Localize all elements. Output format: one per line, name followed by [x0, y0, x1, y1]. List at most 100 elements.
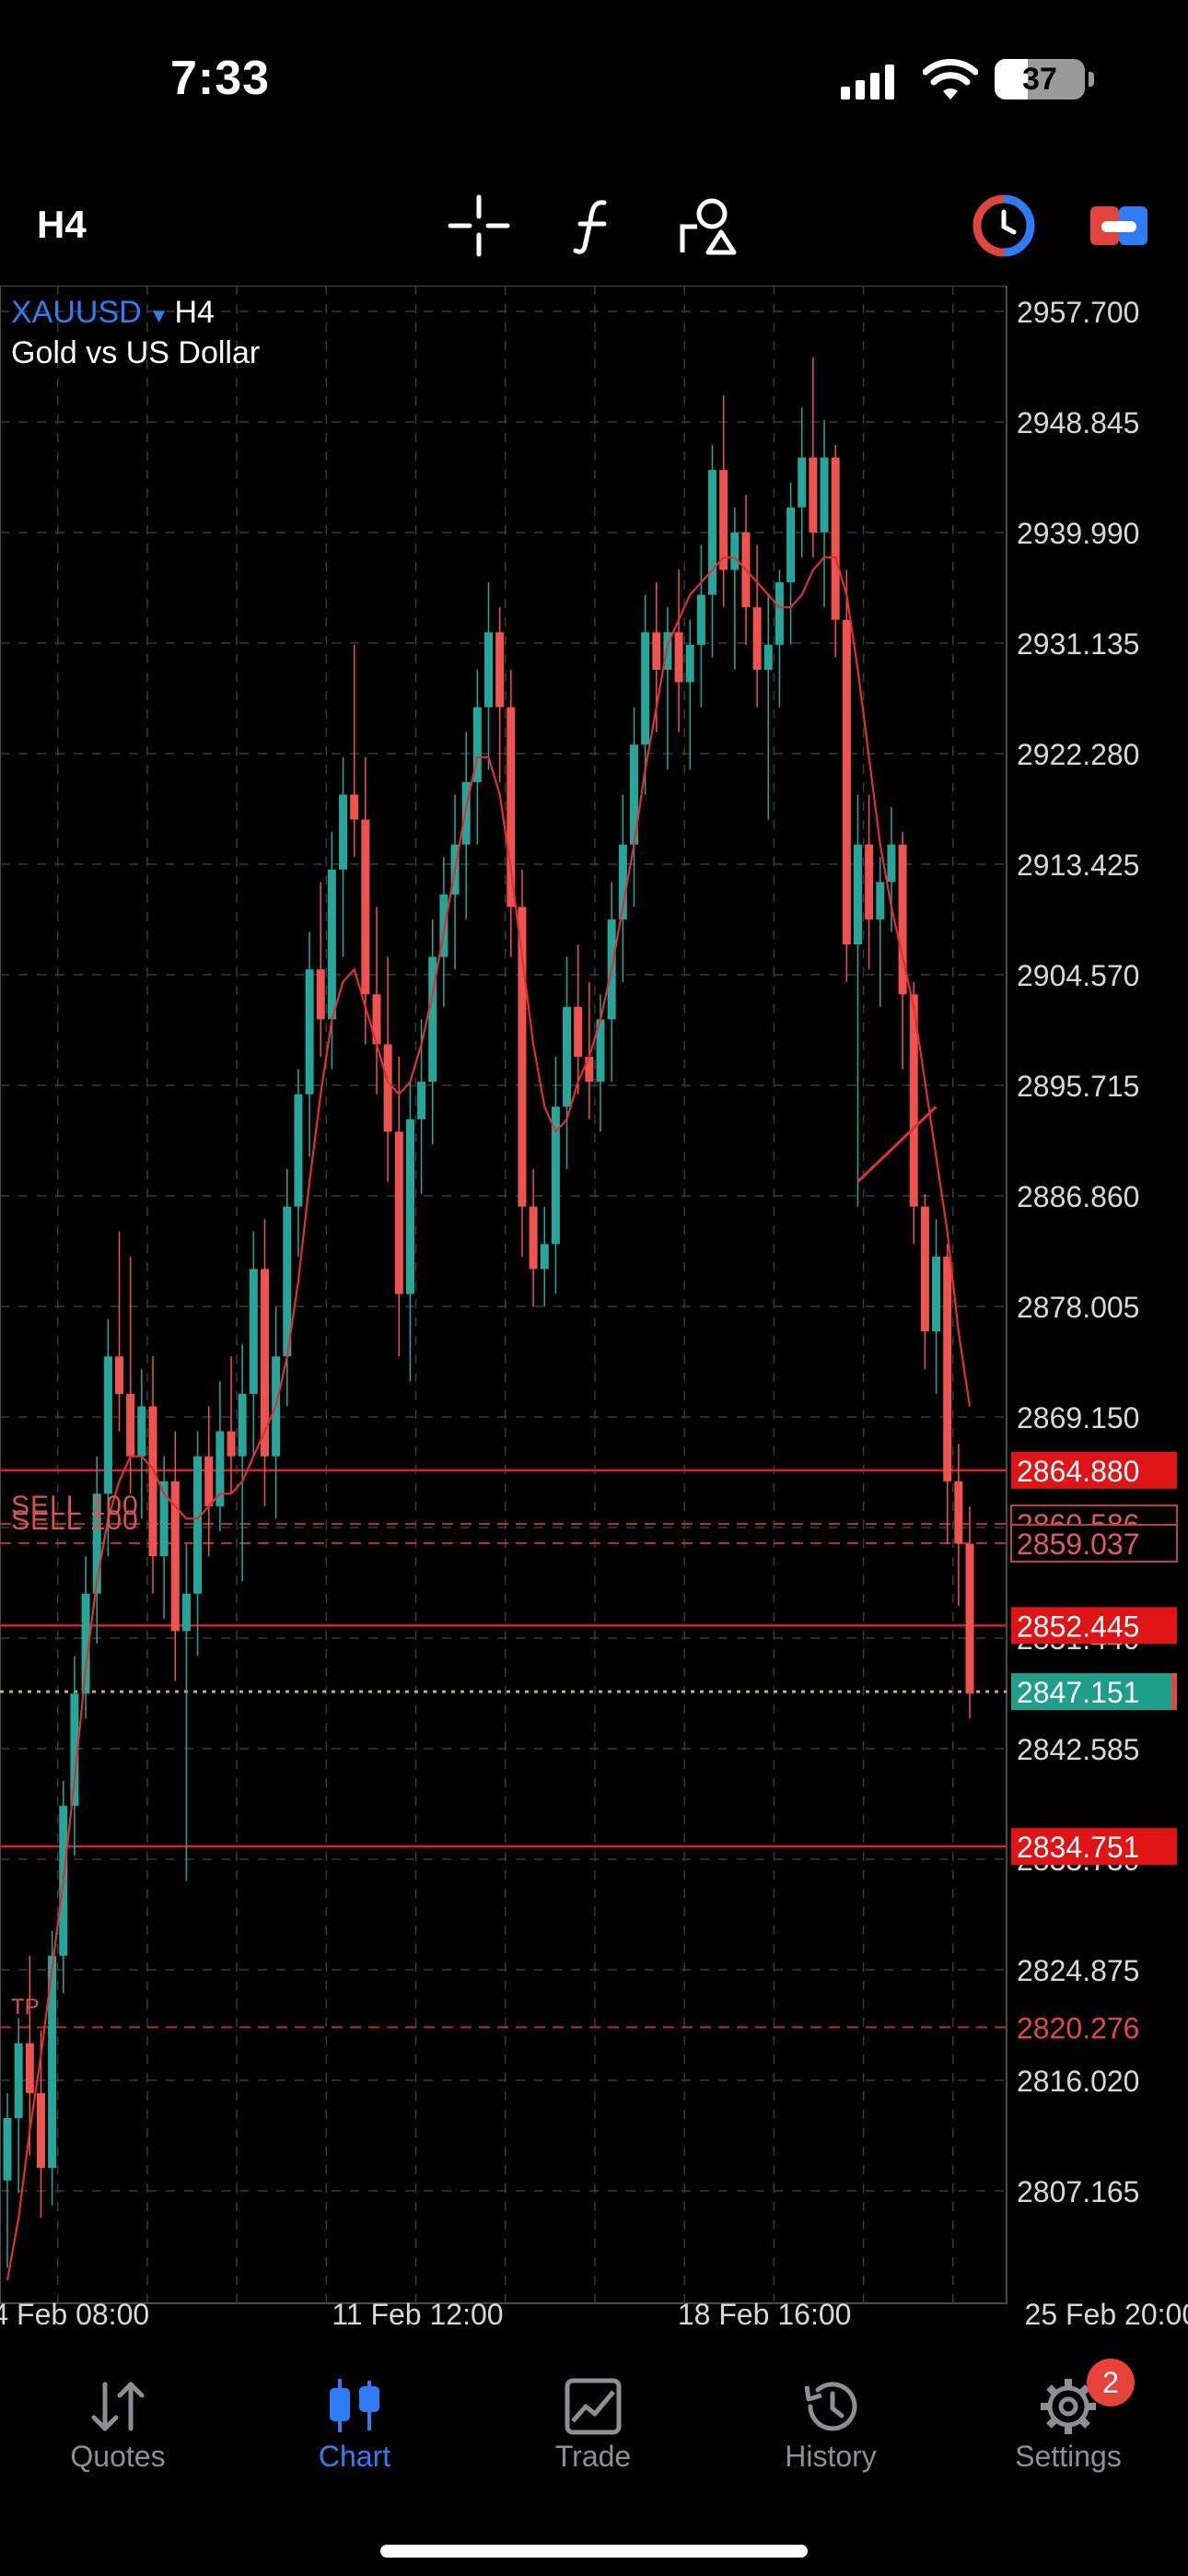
- candle-body[interactable]: [484, 632, 493, 708]
- price-tag-order[interactable]: [1011, 1828, 1177, 1866]
- candle-body[interactable]: [115, 1356, 124, 1394]
- tab-chart[interactable]: Chart: [262, 2359, 447, 2478]
- candle-body[interactable]: [25, 2043, 34, 2093]
- candle-body[interactable]: [495, 632, 505, 708]
- candle-body[interactable]: [954, 1481, 963, 1544]
- candle-body[interactable]: [3, 2117, 12, 2181]
- candle-body[interactable]: [92, 1493, 101, 1594]
- candle-body[interactable]: [853, 844, 862, 945]
- candle-body[interactable]: [70, 1693, 79, 1807]
- candle-body[interactable]: [405, 1118, 414, 1294]
- candle-body[interactable]: [350, 794, 359, 820]
- candle-body[interactable]: [103, 1356, 112, 1494]
- candle-body[interactable]: [439, 894, 448, 957]
- candle-body[interactable]: [641, 632, 650, 745]
- candle-body[interactable]: [809, 457, 818, 533]
- candle-body[interactable]: [629, 744, 638, 845]
- candle-body[interactable]: [327, 869, 336, 1020]
- candle-body[interactable]: [719, 470, 728, 570]
- candle-body[interactable]: [529, 1206, 538, 1270]
- tab-trade[interactable]: Trade: [501, 2359, 685, 2478]
- candle-body[interactable]: [518, 907, 527, 1207]
- candle-body[interactable]: [574, 1006, 583, 1058]
- candle-body[interactable]: [227, 1431, 236, 1457]
- candle-body[interactable]: [14, 2043, 23, 2118]
- candle-body[interactable]: [920, 1206, 929, 1332]
- candle-body[interactable]: [909, 994, 918, 1207]
- candle-body[interactable]: [361, 819, 370, 995]
- trendline[interactable]: [856, 1106, 938, 1183]
- candle-body[interactable]: [137, 1406, 146, 1457]
- candle-body[interactable]: [472, 707, 482, 782]
- candle-body[interactable]: [865, 844, 874, 919]
- candle-body[interactable]: [372, 994, 381, 1045]
- candle-body[interactable]: [831, 457, 840, 620]
- price-tag-bid[interactable]: [1011, 1673, 1177, 1711]
- chart-canvas[interactable]: 2957.700 2948.845 2939.990 2931.135 2922.280…: [0, 286, 1188, 2349]
- candle-body[interactable]: [685, 644, 694, 683]
- candle-body[interactable]: [708, 470, 717, 595]
- candle-body[interactable]: [305, 969, 314, 1095]
- candle-body[interactable]: [730, 532, 740, 570]
- tab-history[interactable]: History: [739, 2359, 923, 2478]
- candle-body[interactable]: [507, 707, 516, 907]
- candle-body[interactable]: [820, 457, 829, 533]
- candle-body[interactable]: [551, 1107, 560, 1245]
- candle-body[interactable]: [294, 1094, 303, 1207]
- candle-body[interactable]: [316, 969, 325, 1020]
- trade-signals-button[interactable]: [972, 193, 1036, 258]
- candle-body[interactable]: [563, 1006, 572, 1107]
- candle-body[interactable]: [48, 1955, 57, 2169]
- candle-body[interactable]: [383, 1044, 392, 1132]
- candle-body[interactable]: [775, 582, 784, 645]
- price-chart[interactable]: 2957.700 2948.845 2939.990 2931.135 2922.280…: [0, 286, 1188, 2331]
- candle-body[interactable]: [618, 844, 627, 919]
- candle-body[interactable]: [193, 1456, 203, 1594]
- candle-body[interactable]: [170, 1481, 180, 1632]
- candle-body[interactable]: [238, 1393, 247, 1457]
- candle-body[interactable]: [36, 2092, 45, 2169]
- price-tag-order[interactable]: [1011, 1451, 1177, 1489]
- candle-body[interactable]: [652, 632, 661, 670]
- candle-body[interactable]: [596, 1019, 605, 1083]
- candle-body[interactable]: [943, 1256, 952, 1481]
- one-click-trading-button[interactable]: [1087, 193, 1151, 258]
- candle-body[interactable]: [249, 1269, 258, 1394]
- crosshair-button[interactable]: [447, 193, 511, 258]
- candle-body[interactable]: [842, 619, 851, 945]
- candle-body[interactable]: [876, 882, 885, 919]
- objects-button[interactable]: [677, 193, 741, 258]
- candle-body[interactable]: [752, 607, 762, 670]
- candle-body[interactable]: [148, 1406, 157, 1557]
- symbol-header[interactable]: XAUUSD ▼ H4: [11, 295, 215, 331]
- candle-body[interactable]: [798, 457, 807, 508]
- candle-body[interactable]: [932, 1256, 941, 1332]
- candle-body[interactable]: [428, 956, 437, 1083]
- candle-body[interactable]: [339, 794, 348, 870]
- price-tag-order-open[interactable]: [1010, 1524, 1178, 1563]
- candle-body[interactable]: [181, 1593, 191, 1632]
- candle-body[interactable]: [763, 644, 773, 670]
- candle-body[interactable]: [898, 844, 907, 995]
- candle-body[interactable]: [417, 1082, 426, 1119]
- indicators-button[interactable]: [562, 193, 626, 258]
- candle-body[interactable]: [674, 632, 683, 683]
- timeframe-button[interactable]: H4: [37, 203, 87, 246]
- candle-body[interactable]: [887, 844, 896, 883]
- candle-body[interactable]: [260, 1269, 269, 1457]
- candle-body[interactable]: [696, 594, 705, 645]
- candle-body[interactable]: [283, 1206, 292, 1357]
- candle-body[interactable]: [204, 1456, 214, 1506]
- candle-body[interactable]: [461, 781, 471, 845]
- symbol-name[interactable]: XAUUSD: [11, 295, 142, 330]
- candle-body[interactable]: [159, 1481, 169, 1557]
- candle-body[interactable]: [786, 507, 796, 583]
- candle-body[interactable]: [965, 1543, 974, 1694]
- price-tag-order[interactable]: [1011, 1607, 1177, 1645]
- candle-body[interactable]: [81, 1593, 90, 1694]
- candle-body[interactable]: [540, 1244, 549, 1270]
- candle-body[interactable]: [663, 632, 672, 670]
- symbol-dropdown-icon[interactable]: ▼: [148, 304, 169, 327]
- tab-quotes[interactable]: Quotes: [26, 2359, 210, 2478]
- candle-body[interactable]: [126, 1393, 135, 1457]
